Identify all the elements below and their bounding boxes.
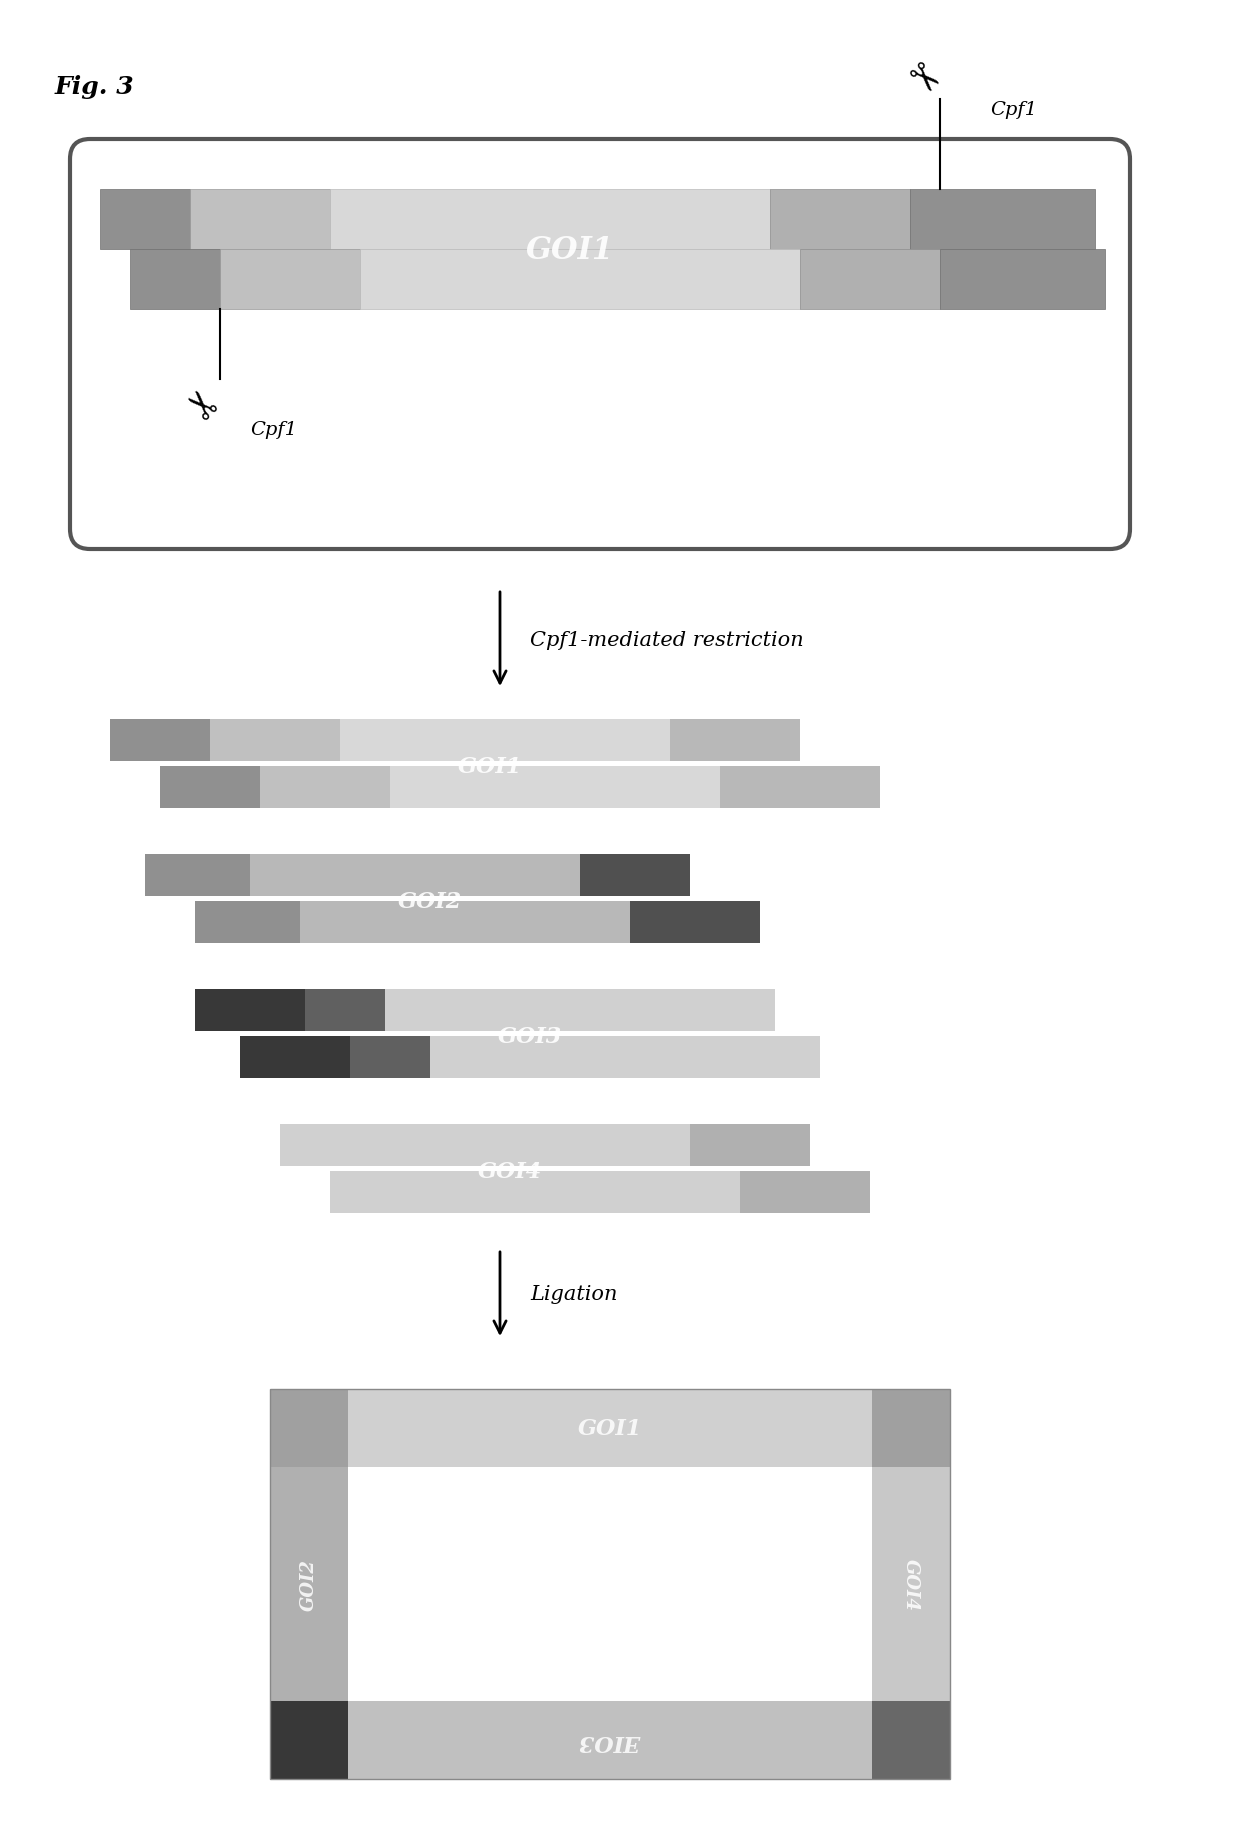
Bar [360,251,800,309]
Bar [689,1124,810,1166]
Bar [100,190,190,251]
Bar [110,719,210,761]
Bar [800,251,940,309]
Bar [195,990,305,1032]
Bar [270,1468,348,1702]
Bar [270,1389,348,1468]
Bar [270,1389,950,1468]
FancyBboxPatch shape [69,139,1130,549]
Bar [300,902,630,944]
Text: ✂: ✂ [897,55,947,104]
Text: Cpf1: Cpf1 [990,101,1037,119]
Bar [872,1468,950,1702]
Text: GOI1: GOI1 [458,756,522,778]
Bar [145,855,250,897]
Bar [160,767,260,809]
Text: GOI4: GOI4 [477,1160,542,1182]
Bar [940,251,1105,309]
Bar [872,1702,950,1779]
Text: Cpf1: Cpf1 [250,421,298,439]
Text: GOI3: GOI3 [498,1025,562,1047]
Text: Fig. 3: Fig. 3 [55,75,135,99]
Bar [330,190,770,251]
Bar [430,1036,820,1078]
Bar [305,990,384,1032]
Bar [190,190,330,251]
Bar [350,1036,430,1078]
Text: ✂: ✂ [177,375,227,425]
Bar [770,190,910,251]
Bar [630,902,760,944]
Text: GOI4: GOI4 [901,1557,920,1610]
Bar [330,1171,740,1213]
Bar [720,767,880,809]
Bar [219,251,360,309]
Bar [340,719,670,761]
Bar [391,767,720,809]
Bar [210,719,340,761]
Text: ƎIO3: ƎIO3 [579,1729,641,1751]
Bar [270,1702,348,1779]
Bar [250,855,580,897]
Bar [260,767,391,809]
Bar [910,190,1095,251]
Text: GOI2: GOI2 [300,1557,317,1610]
Text: Cpf1-mediated restriction: Cpf1-mediated restriction [529,630,804,650]
Bar [872,1389,950,1468]
Bar [130,251,219,309]
Bar [670,719,800,761]
Bar [270,1702,950,1779]
Bar [241,1036,350,1078]
Bar [384,990,775,1032]
Text: GOI2: GOI2 [398,891,463,913]
Bar [195,902,300,944]
Bar [740,1171,870,1213]
Bar [280,1124,689,1166]
Text: GOI1: GOI1 [578,1416,642,1438]
Bar [348,1468,872,1702]
Bar [580,855,689,897]
Text: Ligation: Ligation [529,1285,618,1303]
Text: GOI1: GOI1 [526,234,614,265]
